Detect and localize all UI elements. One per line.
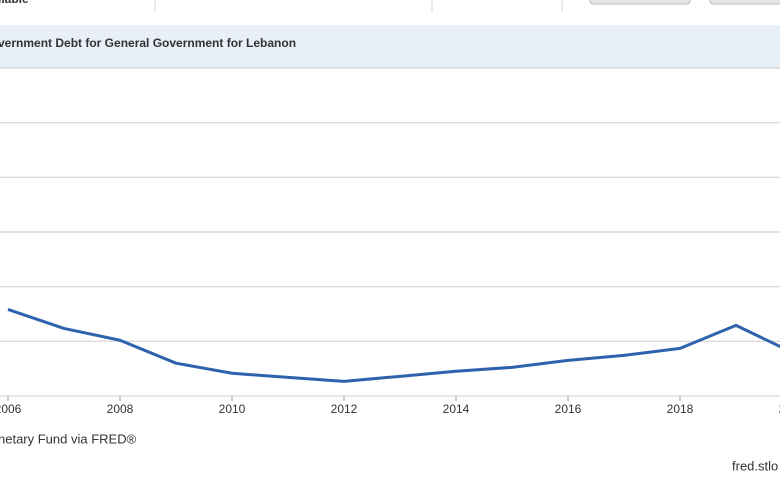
x-tick-label: 2006 — [0, 402, 22, 416]
status-text: ilable — [0, 0, 29, 6]
x-tick-label: 2012 — [331, 402, 358, 416]
x-tick-label: 2018 — [667, 402, 694, 416]
x-tick-label: 2008 — [107, 402, 134, 416]
button[interactable] — [709, 0, 780, 5]
credit: fred.stlo — [732, 458, 778, 473]
x-tick-label: 2014 — [443, 402, 470, 416]
x-tick-label: 2020 — [779, 402, 780, 416]
x-tick-label: 2016 — [555, 402, 582, 416]
data-line — [7, 307, 780, 383]
title-band — [0, 25, 780, 68]
source: netary Fund via FRED® — [0, 431, 137, 446]
chart-title: vernment Debt for General Government for… — [0, 36, 296, 50]
button[interactable] — [589, 0, 691, 5]
x-tick-label: 2010 — [219, 402, 246, 416]
